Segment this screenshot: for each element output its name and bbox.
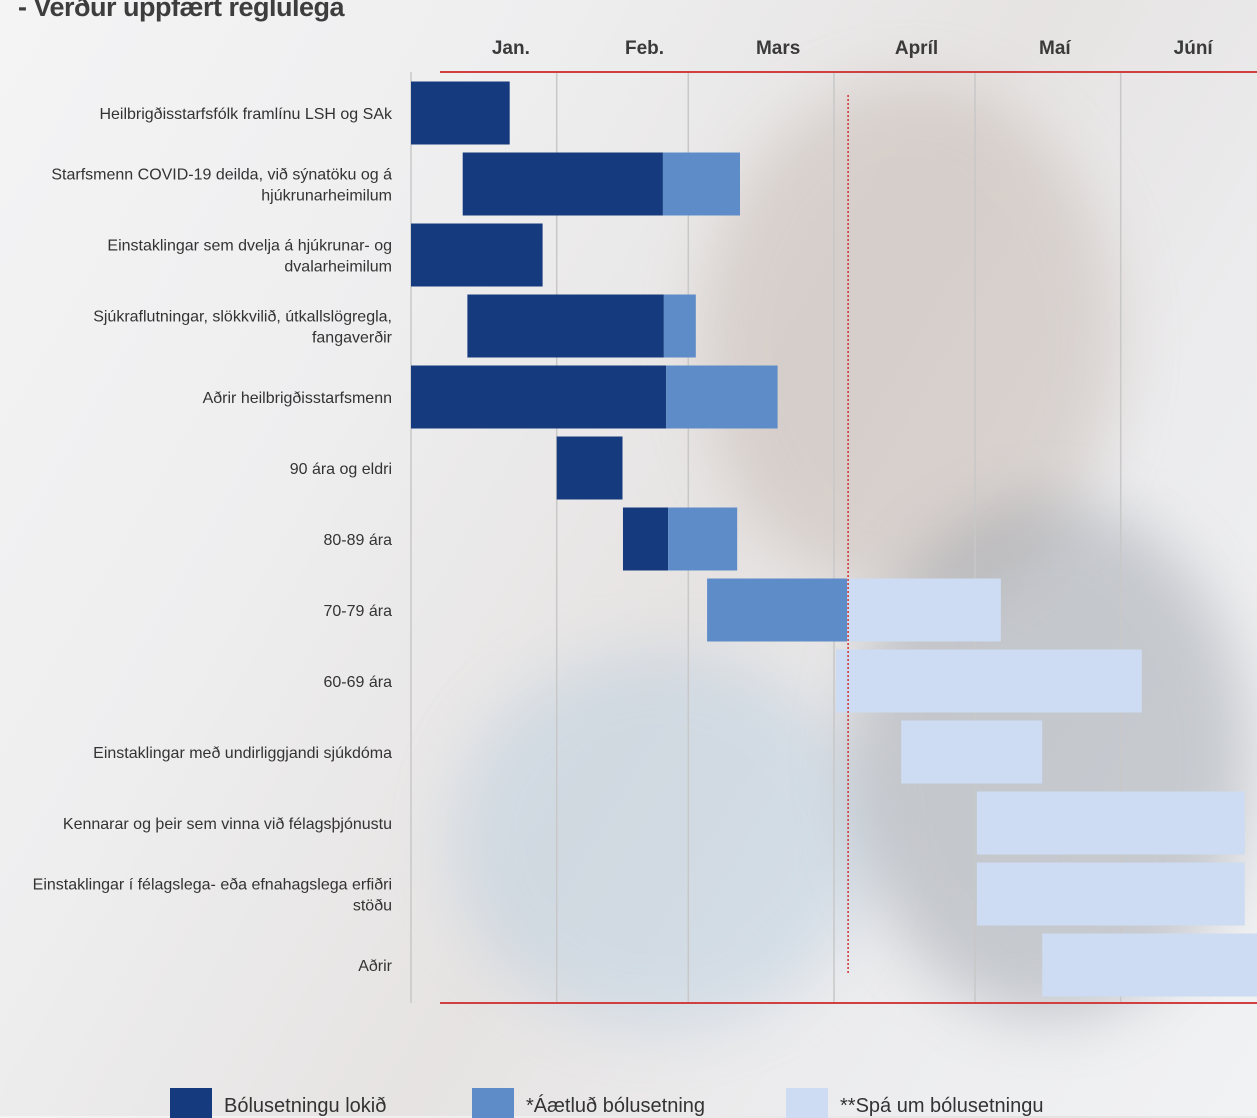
bar-forecast	[1042, 933, 1257, 997]
row-label: Aðrir	[358, 958, 392, 975]
row-label: Einstaklingar sem dvelja á hjúkrunar- og	[107, 238, 392, 255]
month-label: Jan.	[492, 38, 530, 59]
legend-swatch-planned	[472, 1088, 514, 1118]
legend-item-done: Bólusetningu lokið	[170, 1088, 386, 1118]
month-label: Feb.	[625, 38, 664, 59]
row-label: Sjúkraflutningar, slökkvilið, útkallslög…	[93, 309, 392, 326]
row-label: 60-69 ára	[324, 674, 393, 691]
month-label: Mars	[756, 38, 800, 59]
bar-done	[622, 507, 669, 571]
row-label: Starfsmenn COVID-19 deilda, við sýnatöku…	[51, 167, 392, 184]
legend-swatch-done	[170, 1088, 212, 1118]
bar-planned	[663, 294, 696, 358]
bar-done	[411, 81, 510, 145]
bar-planned	[707, 578, 848, 642]
bar-forecast	[901, 720, 1043, 784]
legend-swatch-forecast	[786, 1088, 828, 1118]
legend-label: Bólusetningu lokið	[224, 1095, 387, 1117]
row-label: dvalarheimilum	[284, 259, 392, 276]
row-label: 80-89 ára	[324, 532, 393, 549]
row-label: Heilbrigðisstarfsfólk framlínu LSH og SA…	[99, 106, 393, 123]
legend-label: *Áætluð bólusetning	[526, 1095, 706, 1117]
bar-done	[411, 223, 543, 287]
month-label: Júní	[1174, 38, 1214, 59]
row-label: Aðrir heilbrigðisstarfsmenn	[203, 390, 392, 407]
legend-item-forecast: **Spá um bólusetningu	[786, 1088, 1043, 1118]
bar-done	[467, 294, 664, 358]
bar-planned	[666, 365, 778, 429]
bar-forecast	[976, 791, 1245, 855]
bar-planned	[668, 507, 738, 571]
row-label: Kennarar og þeir sem vinna við félagsþjó…	[63, 816, 392, 833]
row-label: fangaverðir	[312, 330, 393, 347]
row-label: Einstaklingar með undirliggjandi sjúkdóm…	[93, 745, 392, 762]
bar-done	[556, 436, 623, 500]
legend-item-planned: *Áætluð bólusetning	[472, 1088, 705, 1118]
bar-done	[411, 365, 667, 429]
bar-forecast	[835, 649, 1142, 713]
background-photo-glove	[450, 650, 870, 1030]
legend-label: **Spá um bólusetningu	[840, 1095, 1044, 1117]
month-label: Maí	[1039, 38, 1071, 59]
background-photo	[700, 80, 1120, 600]
row-label: stöðu	[353, 898, 392, 915]
bar-forecast	[847, 578, 1001, 642]
bar-planned	[662, 152, 740, 216]
chart-title: - Verður uppfært reglulega	[18, 0, 345, 22]
row-label: 70-79 ára	[324, 603, 393, 620]
bar-forecast	[976, 862, 1245, 926]
bar-done	[462, 152, 663, 216]
month-label: Apríl	[895, 38, 938, 59]
row-label: 90 ára og eldri	[290, 461, 392, 478]
row-label: Einstaklingar í félagslega- eða efnahags…	[33, 877, 392, 894]
row-label: hjúkrunarheimilum	[261, 188, 392, 205]
